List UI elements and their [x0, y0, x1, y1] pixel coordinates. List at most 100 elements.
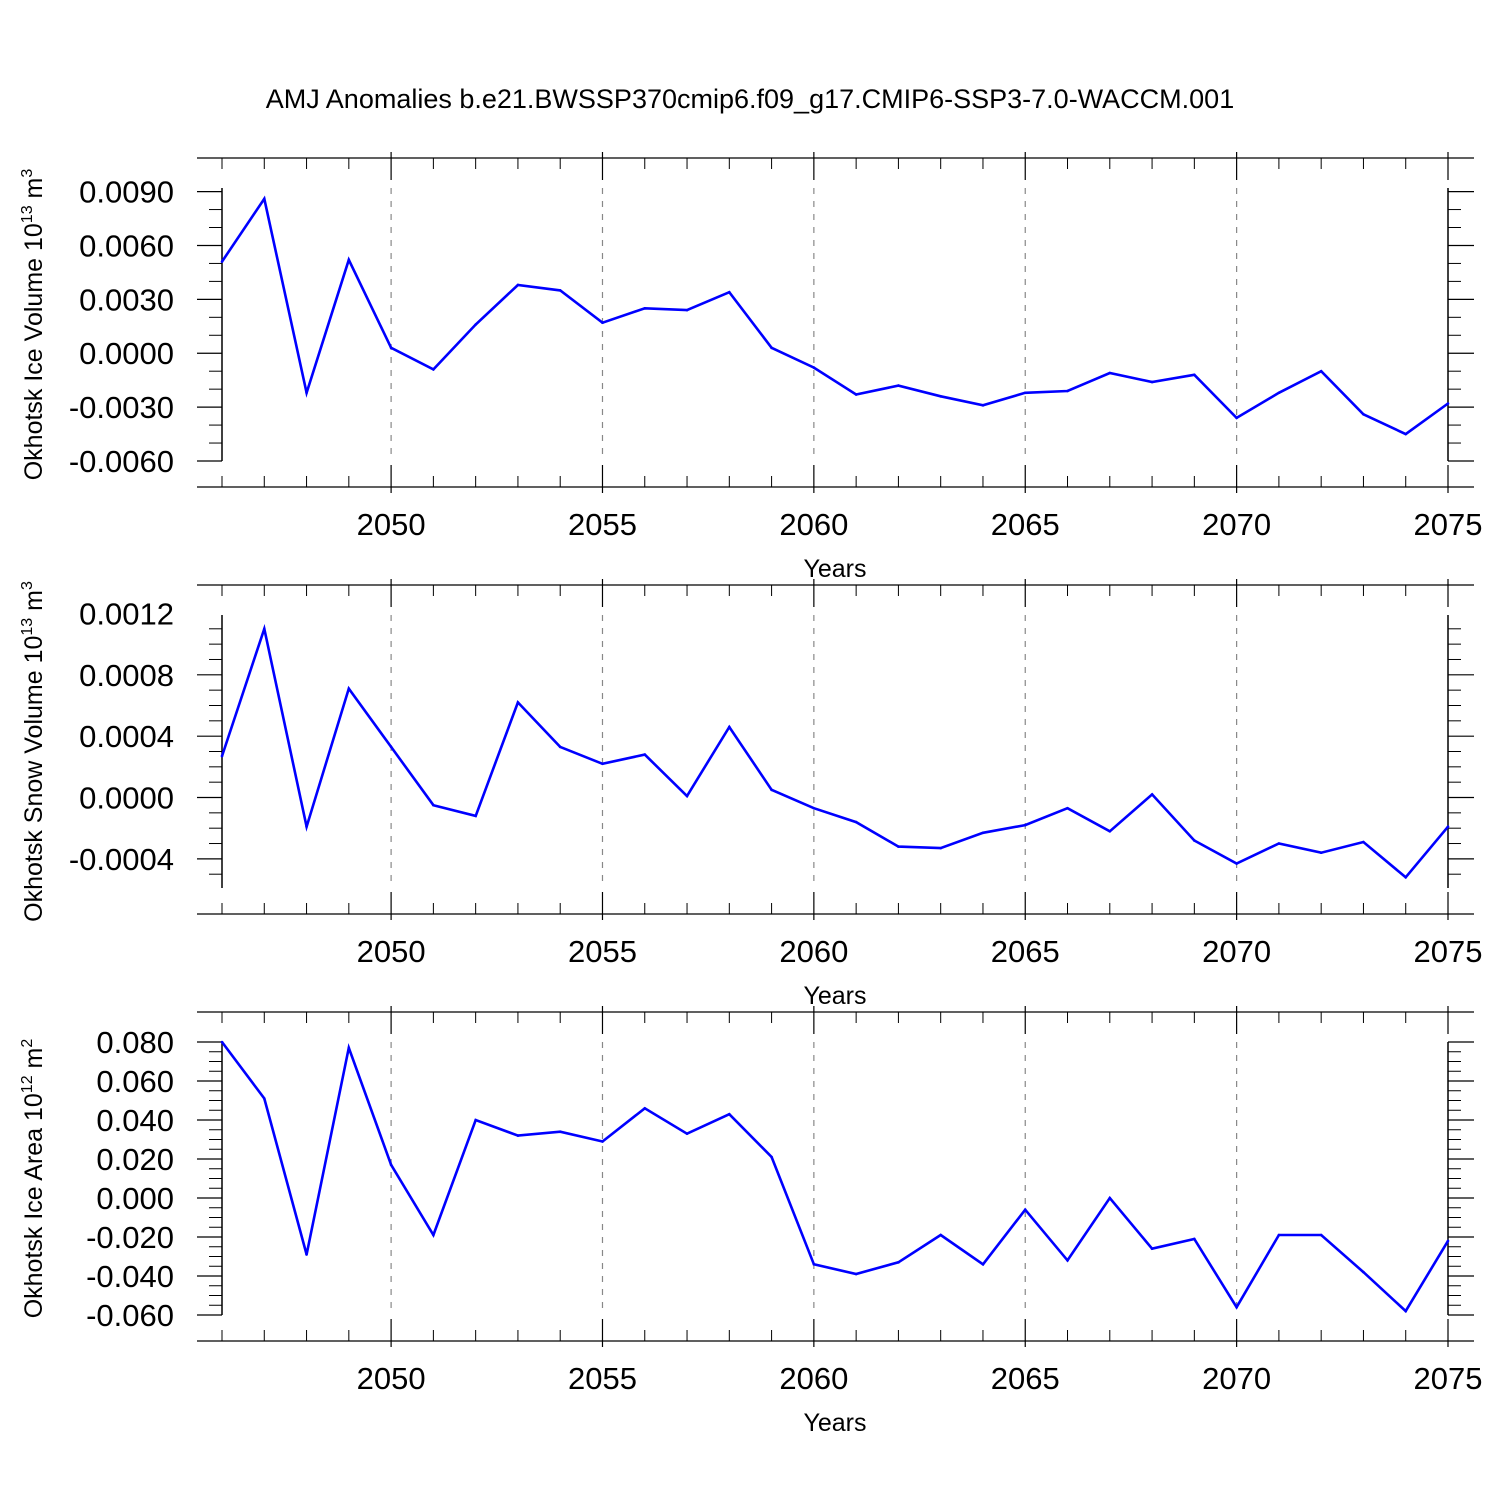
data-point [1150, 1247, 1154, 1250]
y-tick-label: 0.040 [96, 1103, 174, 1138]
data-point [1066, 389, 1069, 393]
data-point [728, 1112, 731, 1116]
data-point [685, 1132, 689, 1135]
data-point [389, 745, 393, 749]
x-tick-label: 2065 [991, 934, 1060, 969]
y-tick-label: -0.0004 [69, 842, 174, 877]
y-tick-label: 0.060 [96, 1064, 174, 1099]
data-point [262, 627, 266, 631]
data-point [1404, 875, 1408, 879]
x-axis-label: Years [803, 982, 866, 1010]
data-point [1277, 842, 1281, 845]
data-point [1362, 413, 1365, 416]
data-point [558, 289, 562, 292]
data-point [601, 1140, 604, 1143]
data-point [601, 321, 604, 325]
panel-1: 2050 2055 2060 2065 2070 2075 -0.0060 -0.0030 0.… [19, 152, 1482, 583]
data-point [897, 845, 900, 848]
data-point [643, 307, 647, 310]
data-point [558, 1130, 562, 1133]
x-tick-label: 2075 [1414, 1361, 1483, 1396]
data-point [685, 794, 689, 798]
data-point [1023, 1208, 1027, 1211]
data-point [305, 1253, 308, 1256]
data-point [347, 1046, 351, 1050]
x-tick-label: 2050 [357, 1361, 426, 1396]
y-tick-label: 0.0004 [79, 719, 174, 754]
data-point [643, 1107, 647, 1110]
data-point [939, 846, 942, 850]
data-point [812, 806, 816, 810]
x-tick-label: 2060 [779, 1361, 848, 1396]
data-point [220, 1040, 224, 1044]
data-point [305, 391, 308, 395]
x-axis-label: Years [803, 555, 866, 583]
data-point [305, 825, 308, 828]
data-point [1108, 1196, 1112, 1200]
data-point [897, 1261, 900, 1264]
data-point [1319, 369, 1323, 373]
x-tick-label: 2075 [1414, 934, 1483, 969]
x-tick-label: 2070 [1202, 934, 1271, 969]
data-point [1193, 839, 1196, 842]
y-axis-label: Okhotsk Ice Area 1012 m2 [19, 1039, 48, 1319]
data-point [812, 1263, 816, 1266]
data-point [474, 814, 477, 818]
data-point [770, 788, 773, 792]
series-line [220, 1041, 1450, 1314]
y-tick-label: -0.020 [86, 1220, 174, 1255]
x-tick-label: 2065 [991, 507, 1060, 542]
series-line [220, 623, 1449, 880]
x-tick-label: 2060 [779, 934, 848, 969]
data-point [262, 197, 266, 201]
data-point [685, 308, 689, 312]
data-point [1362, 840, 1365, 844]
data-point [474, 323, 477, 326]
data-point [1193, 373, 1196, 377]
x-tick-label: 2055 [568, 1361, 637, 1396]
panel-2: 2050 2055 2060 2065 2070 2075 -0.0004 0.0000 0.0… [19, 579, 1482, 1010]
data-point [516, 1134, 520, 1137]
data-point [1023, 391, 1027, 395]
data-point [939, 395, 942, 398]
data-point [643, 753, 647, 756]
x-tick-label: 2055 [568, 507, 637, 542]
series-line [220, 195, 1449, 436]
y-tick-label: -0.0030 [69, 390, 174, 425]
x-axis-label: Years [803, 1409, 866, 1437]
data-point [1108, 829, 1112, 833]
y-tick-label: 0.0060 [79, 228, 174, 263]
panel-3: 2050 2055 2060 2065 2070 2075 -0.060 -0.040 -0.0… [19, 1006, 1482, 1437]
data-point [1235, 862, 1238, 865]
data-point [1108, 371, 1112, 375]
y-tick-label: 0.0030 [79, 282, 174, 317]
data-point [432, 368, 435, 371]
data-point [1277, 391, 1281, 395]
x-tick-label: 2065 [991, 1361, 1060, 1396]
data-point [389, 1163, 393, 1167]
y-tick-label: 0.0000 [79, 336, 174, 371]
data-point [939, 1233, 942, 1237]
data-point [981, 831, 985, 835]
data-point [1319, 1233, 1323, 1237]
data-point [1277, 1233, 1281, 1237]
data-point [220, 754, 224, 758]
data-point [1404, 1309, 1408, 1313]
y-tick-label: -0.040 [86, 1259, 174, 1294]
data-point [1066, 1259, 1069, 1262]
data-point [1235, 416, 1238, 420]
y-tick-label: 0.000 [96, 1181, 174, 1216]
x-tick-label: 2060 [779, 507, 848, 542]
data-point [854, 393, 858, 396]
data-point [1446, 402, 1450, 405]
x-tick-label: 2070 [1202, 507, 1271, 542]
x-tick-label: 2070 [1202, 1361, 1271, 1396]
data-point [262, 1097, 266, 1100]
data-point [432, 803, 435, 807]
y-axis-label: Okhotsk Ice Volume 1013 m3 [19, 169, 48, 481]
y-tick-label: 0.080 [96, 1025, 174, 1060]
y-tick-label: -0.060 [86, 1298, 174, 1333]
data-point [516, 701, 520, 704]
data-point [770, 346, 773, 350]
